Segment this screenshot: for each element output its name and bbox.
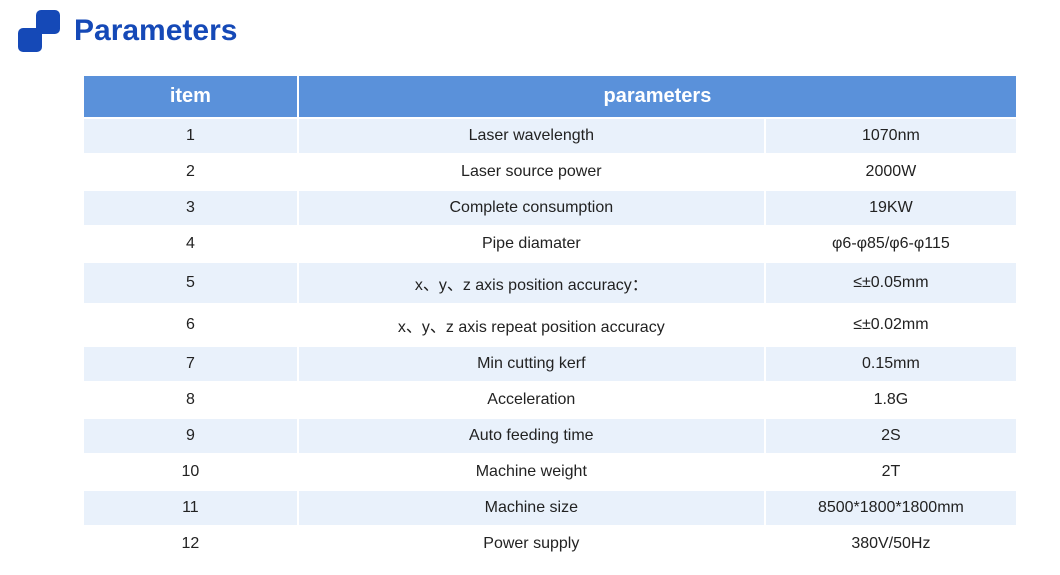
table-header-row: item parameters <box>83 75 1017 118</box>
page-title: Parameters <box>74 14 237 48</box>
page-header: Parameters <box>18 10 1040 52</box>
table-row: 3Complete consumption19KW <box>83 190 1017 226</box>
table-row: 4Pipe diamaterφ6-φ85/φ6-φ115 <box>83 226 1017 262</box>
table-row: 2Laser source power2000W <box>83 154 1017 190</box>
cell-param-name: x、y、z axis position accuracy： <box>298 262 765 304</box>
cell-item-number: 6 <box>83 304 298 346</box>
cell-param-value: ≤±0.02mm <box>765 304 1017 346</box>
table-row: 10Machine weight2T <box>83 454 1017 490</box>
cell-param-name: Machine size <box>298 490 765 526</box>
col-header-item: item <box>83 75 298 118</box>
cell-item-number: 10 <box>83 454 298 490</box>
table-row: 12Power supply380V/50Hz <box>83 526 1017 562</box>
cell-param-name: Laser source power <box>298 154 765 190</box>
cell-param-value: 2S <box>765 418 1017 454</box>
cell-item-number: 3 <box>83 190 298 226</box>
parameters-table-wrap: item parameters 1Laser wavelength1070nm2… <box>80 72 1020 565</box>
cell-param-value: φ6-φ85/φ6-φ115 <box>765 226 1017 262</box>
cell-param-value: 8500*1800*1800mm <box>765 490 1017 526</box>
cell-param-name: Complete consumption <box>298 190 765 226</box>
table-row: 7Min cutting kerf0.15mm <box>83 346 1017 382</box>
cell-param-value: 2000W <box>765 154 1017 190</box>
table-row: 5x、y、z axis position accuracy：≤±0.05mm <box>83 262 1017 304</box>
cell-param-name: Pipe diamater <box>298 226 765 262</box>
table-row: 6x、y、z axis repeat position accuracy≤±0.… <box>83 304 1017 346</box>
cell-item-number: 11 <box>83 490 298 526</box>
table-row: 9Auto feeding time2S <box>83 418 1017 454</box>
cell-param-name: Power supply <box>298 526 765 562</box>
cell-param-name: x、y、z axis repeat position accuracy <box>298 304 765 346</box>
cell-param-name: Auto feeding time <box>298 418 765 454</box>
cell-item-number: 1 <box>83 118 298 154</box>
cell-item-number: 9 <box>83 418 298 454</box>
cell-param-name: Laser wavelength <box>298 118 765 154</box>
cell-item-number: 7 <box>83 346 298 382</box>
cell-item-number: 12 <box>83 526 298 562</box>
cell-param-value: 0.15mm <box>765 346 1017 382</box>
cell-param-value: ≤±0.05mm <box>765 262 1017 304</box>
cell-item-number: 8 <box>83 382 298 418</box>
table-row: 8Acceleration1.8G <box>83 382 1017 418</box>
col-header-parameters: parameters <box>298 75 1017 118</box>
cell-item-number: 2 <box>83 154 298 190</box>
table-row: 11Machine size8500*1800*1800mm <box>83 490 1017 526</box>
table-row: 1Laser wavelength1070nm <box>83 118 1017 154</box>
cell-param-value: 1.8G <box>765 382 1017 418</box>
cell-param-value: 1070nm <box>765 118 1017 154</box>
cell-item-number: 5 <box>83 262 298 304</box>
cell-param-name: Min cutting kerf <box>298 346 765 382</box>
logo-icon <box>18 10 60 52</box>
cell-param-value: 19KW <box>765 190 1017 226</box>
cell-param-name: Acceleration <box>298 382 765 418</box>
parameters-table: item parameters 1Laser wavelength1070nm2… <box>82 74 1018 563</box>
cell-param-name: Machine weight <box>298 454 765 490</box>
cell-param-value: 380V/50Hz <box>765 526 1017 562</box>
cell-param-value: 2T <box>765 454 1017 490</box>
cell-item-number: 4 <box>83 226 298 262</box>
